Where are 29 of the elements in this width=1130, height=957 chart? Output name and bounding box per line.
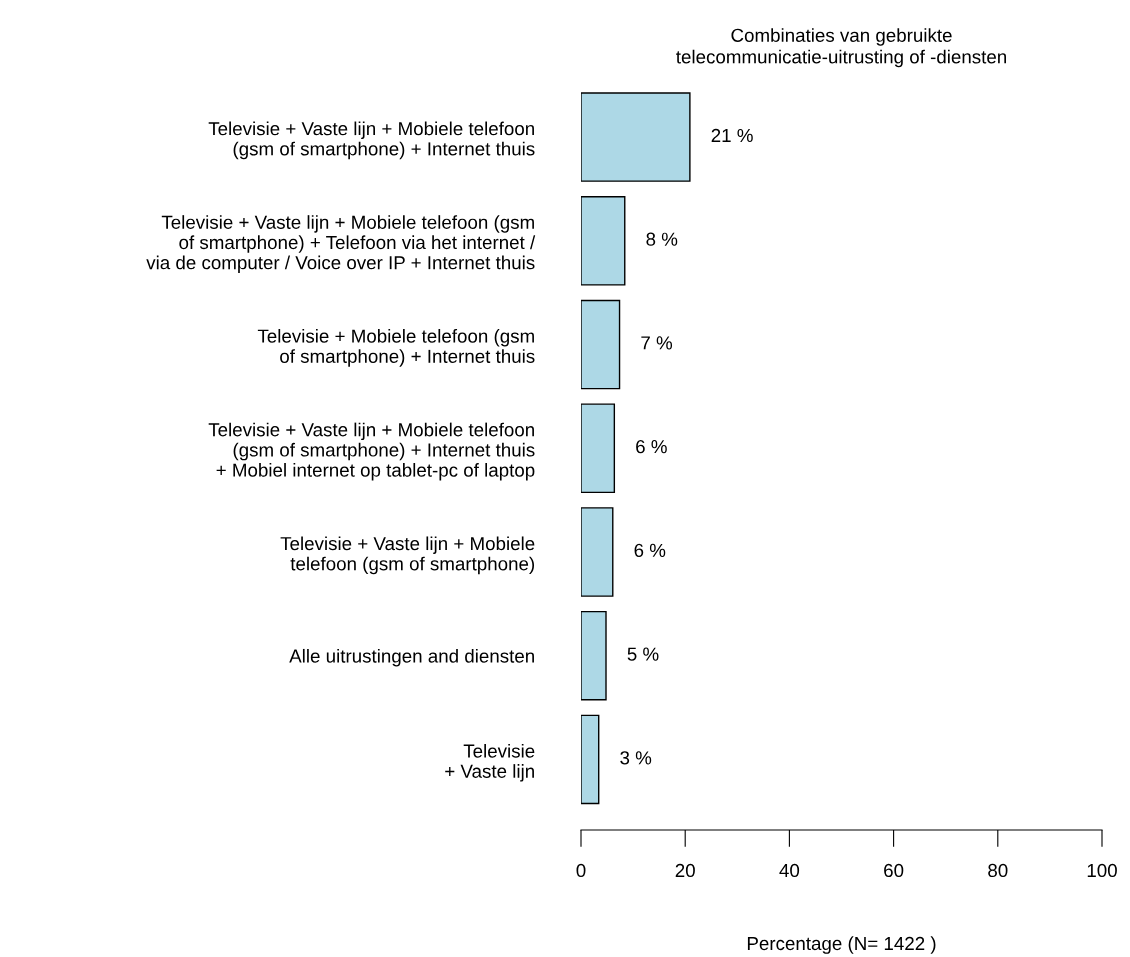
data-label: 21 % [711,128,753,143]
y-tick-label: Televisie + Vaste lijn [445,743,535,782]
x-tick-label: 0 [576,863,586,878]
bar [581,610,607,701]
bar [581,714,600,805]
y-tick-label: Televisie + Mobiele telefoon (gsm of smartphone) + Internet thuis [257,328,535,367]
y-tick-label: Televisie + Vaste lijn + Mobiele telefoon (gsm of smartphone) + Internet thuis [208,121,535,160]
bar [581,92,691,182]
y-tick-label: Televisie + Vaste lijn + Mobiele telefoon (gsm of smartphone) + Telefoon via het internet / via de computer / Voice over IP + Internet thuis [146,215,536,274]
bar [581,196,626,286]
data-label: 8 % [646,232,678,246]
data-label: 6 % [634,543,666,558]
x-axis-title: Percentage (N= 1422 ) [747,936,936,954]
chart-title: Combinaties van gebruikte telecommunicatie-uitrusting of -diensten [676,28,1006,68]
y-tick-label: Televisie + Vaste lijn + Mobiele telefoon (gsm of smartphone) + Internet thuis + Mobiel internet op tablet-pc of laptop [208,422,535,481]
x-tick-label: 60 [884,863,904,878]
data-label: 5 % [627,647,659,661]
y-tick-label: Televisie + Vaste lijn + Mobiele telefoon (gsm of smartphone) [280,536,535,575]
bar [581,507,614,597]
x-tick-label: 40 [779,863,800,878]
x-tick-label: 100 [1087,863,1117,878]
data-label: 6 % [636,440,667,454]
bar [581,403,616,494]
data-label: 3 % [620,751,652,765]
x-tick-label: 20 [675,863,695,878]
data-label: 7 % [641,336,673,350]
x-tick-label: 80 [988,863,1008,878]
bar [581,299,621,390]
y-tick-label: Alle uitrustingen and diensten [289,648,534,667]
